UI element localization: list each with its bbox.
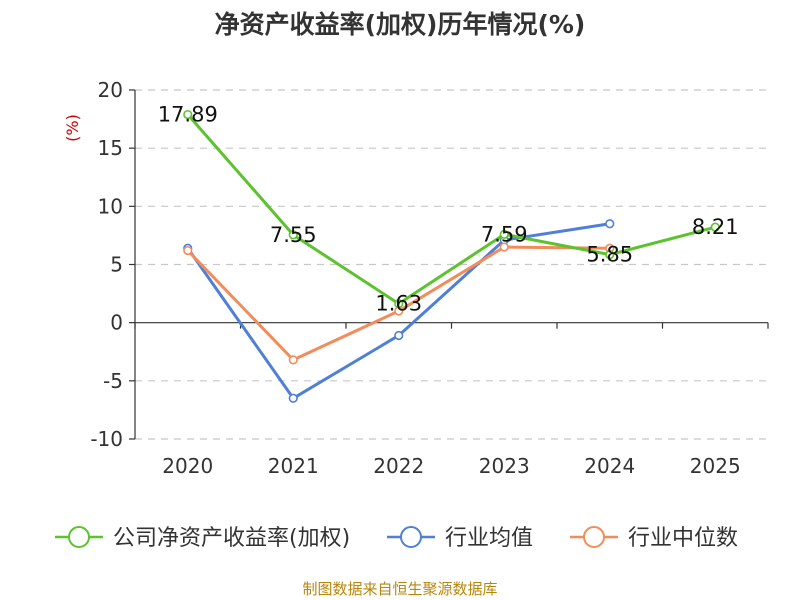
data-point [288,230,298,240]
source-note: 制图数据来自恒生聚源数据库 [302,580,497,598]
legend-label: 行业均值 [445,526,533,551]
series-lines [183,109,720,403]
y-tick-label: 5 [110,253,123,277]
y-tick-label: 10 [98,194,123,218]
data-point [499,242,509,252]
x-tick-label: 2021 [268,454,319,478]
series-line [186,113,716,306]
legend-label: 行业中位数 [628,526,738,551]
data-point [499,229,509,239]
data-labels: 17.89 7.55 1.63 7.59 5.85 8.21 [158,103,739,316]
x-tick-labels: 2020 2021 2022 2023 2024 2025 [162,454,740,478]
data-label: 7.59 [481,222,528,246]
y-axis-unit: (%) [63,114,82,142]
x-tick-label: 2023 [479,454,530,478]
grid-lines [135,89,768,440]
legend-item: 行业均值 [387,526,533,551]
data-point [183,245,193,256]
x-tick-label: 2024 [584,454,635,478]
x-tick-label: 2025 [690,454,741,478]
y-tick-label: -10 [90,427,123,451]
data-point [288,393,298,403]
legend-marker [400,526,422,548]
y-tick-label: -5 [103,369,123,393]
y-tick-label: 15 [98,136,123,160]
legend-label: 公司净资产收益率(加权) [113,526,350,551]
series-0 [183,109,720,309]
x-tick-label: 2022 [373,454,424,478]
y-tick-label: 0 [110,311,123,335]
data-point [605,250,615,260]
data-point [394,330,404,341]
data-label: 8.21 [692,215,739,239]
y-tick-label: 20 [98,78,123,102]
x-tick-label: 2020 [162,454,213,478]
data-label: 7.55 [270,223,317,247]
data-label: 5.85 [586,243,633,267]
legend-marker [583,526,605,548]
data-point [605,219,615,229]
series-2 [183,242,615,365]
legend-marker [68,526,90,548]
data-point [288,355,298,365]
data-point [394,299,404,309]
chart-title: 净资产收益率(加权)历年情况(%) [215,10,586,39]
legend-item: 公司净资产收益率(加权) [55,526,350,551]
legend-item: 行业中位数 [570,526,738,551]
data-label: 1.63 [375,292,422,316]
data-point [710,222,720,232]
data-point [183,109,193,120]
data-label: 17.89 [158,103,218,127]
y-tick-labels: 20 15 10 5 0 -5 -10 [90,78,123,451]
legend: 公司净资产收益率(加权) 行业均值 行业中位数 [55,526,738,551]
